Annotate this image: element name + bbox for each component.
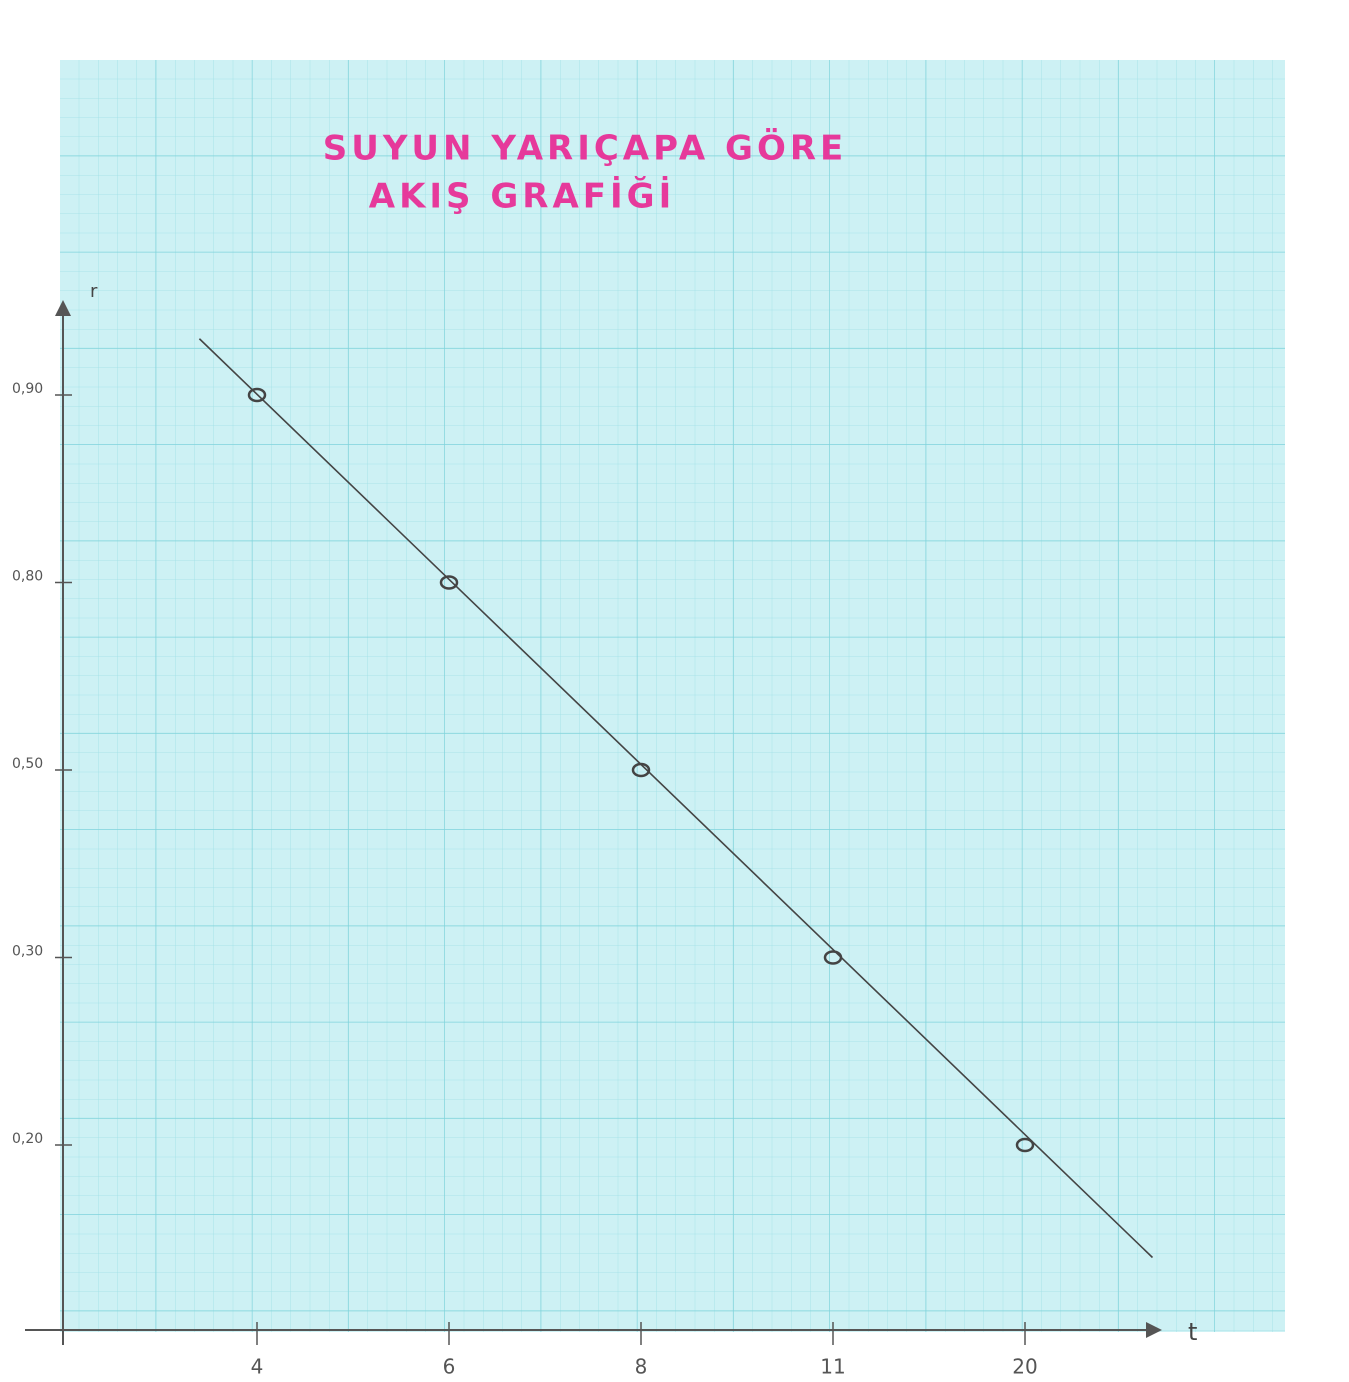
data-point [631,762,651,778]
y-tick-label: 0,80 [12,569,43,585]
x-tick-label: 20 [1012,1355,1037,1379]
x-tick-label: 11 [820,1355,845,1379]
y-tick-label: 0,50 [12,756,43,772]
chart-title: AKIŞ GRAFİĞİ [369,176,675,217]
data-point [1015,1137,1035,1153]
x-tick-label: 8 [635,1355,648,1379]
data-point [439,575,459,590]
graph-paper-major-grid [60,60,1285,1332]
y-tick-label: 0,30 [12,944,43,960]
chart-title: SUYUN YARIÇAPA GÖRE [323,128,848,169]
fit-line [198,338,1154,1259]
x-axis-arrow [1146,1322,1162,1338]
x-tick-label: 4 [251,1355,264,1379]
data-point [247,387,267,403]
y-axis-label: r [90,281,98,302]
x-tick-label: 6 [443,1355,456,1379]
y-axis-arrow [55,300,71,316]
data-point [823,950,843,965]
x-axis-label: t [1188,1318,1197,1346]
y-tick-label: 0,20 [12,1131,43,1147]
y-tick-label: 0,90 [12,381,43,397]
